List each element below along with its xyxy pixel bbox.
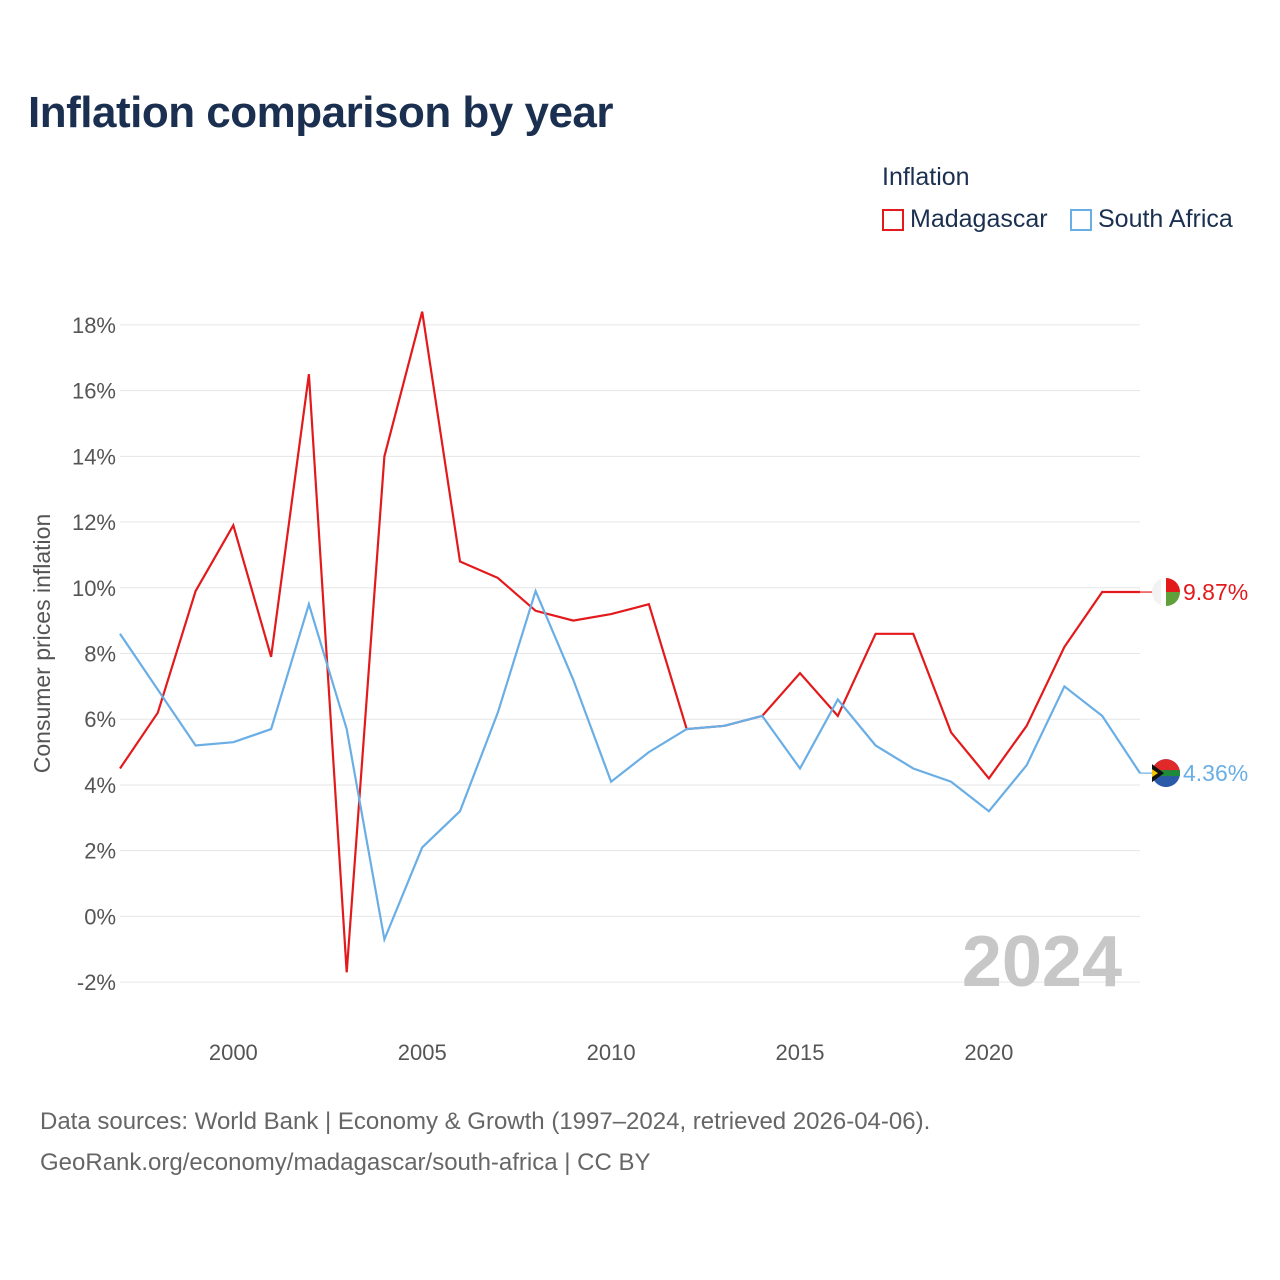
x-tick-label: 2010 — [587, 1040, 636, 1065]
footer-sources: Data sources: World Bank | Economy & Gro… — [40, 1108, 931, 1135]
y-tick-label: 14% — [72, 444, 116, 469]
end-markers: 9.87% 4.36% — [1140, 578, 1248, 788]
y-tick-label: 0% — [84, 904, 116, 929]
legend-swatch-south-africa — [1070, 208, 1092, 231]
series-line-south-africa — [119, 587, 1141, 944]
x-tick-label: 2000 — [209, 1040, 258, 1065]
y-tick-label: 12% — [72, 510, 116, 535]
end-value-label-south-africa: 4.36% — [1183, 760, 1248, 786]
flag-white — [1161, 578, 1166, 607]
y-axis-label: Consumer prices inflation — [29, 514, 55, 774]
y-tick-label: 18% — [72, 313, 116, 338]
series-line-madagascar — [119, 311, 1140, 973]
y-tick-label: 2% — [84, 839, 116, 864]
y-tick-label: 16% — [72, 379, 116, 404]
x-axis-ticks: 2000 2005 2010 2015 2020 — [209, 1040, 1014, 1065]
x-tick-label: 2015 — [776, 1040, 825, 1065]
x-tick-label: 2005 — [398, 1040, 447, 1065]
y-axis-ticks: -2% 0% 2% 4% 6% 8% 10% 12% 14% 16% 18% — [72, 313, 116, 995]
legend-swatch-madagascar — [882, 208, 904, 231]
y-tick-label: 4% — [84, 773, 116, 798]
flag-green — [1152, 770, 1180, 777]
flag-red — [1166, 578, 1181, 593]
x-tick-label: 2020 — [964, 1040, 1013, 1065]
series-lines — [119, 311, 1141, 973]
end-value-label-madagascar: 9.87% — [1183, 579, 1248, 605]
footer-attribution: GeoRank.org/economy/madagascar/south-afr… — [40, 1149, 651, 1176]
flag-icon-south-africa — [1152, 759, 1181, 788]
legend-title: Inflation — [882, 163, 970, 191]
legend-label-south-africa: South Africa — [1098, 205, 1233, 233]
year-watermark: 2024 — [962, 922, 1122, 1002]
flag-green — [1166, 592, 1180, 607]
legend-label-madagascar: Madagascar — [910, 205, 1048, 233]
grid-lines — [120, 324, 1140, 983]
flag-gold — [1152, 769, 1158, 778]
y-tick-label: 10% — [72, 576, 116, 601]
y-tick-label: 6% — [84, 707, 116, 732]
y-tick-label: 8% — [84, 642, 116, 667]
flag-icon-madagascar — [1152, 578, 1181, 607]
legend-item-madagascar[interactable]: Madagascar — [882, 205, 1048, 234]
chart-title: Inflation comparison by year — [28, 88, 614, 137]
legend-item-south-africa[interactable]: South Africa — [1070, 205, 1233, 234]
y-tick-label: -2% — [77, 970, 116, 995]
